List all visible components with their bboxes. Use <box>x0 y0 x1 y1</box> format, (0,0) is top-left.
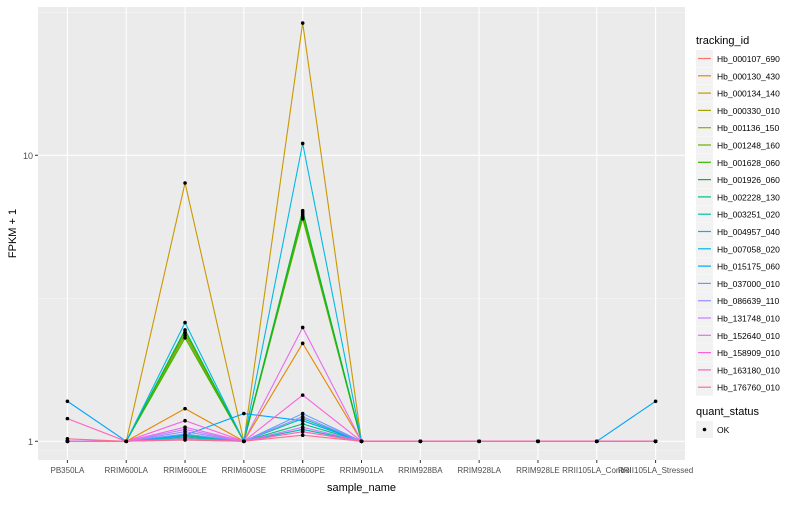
x-tick-label: RRII105LA_Control <box>562 466 632 475</box>
y-axis-title: FPKM + 1 <box>7 209 19 258</box>
data-point <box>300 325 305 330</box>
legend-label: Hb_131748_010 <box>717 314 780 324</box>
legend-label: Hb_158909_010 <box>717 348 780 358</box>
data-point <box>300 393 305 397</box>
legend-shape-title: quant_status <box>696 406 759 418</box>
legend-label: Hb_001248_160 <box>717 141 780 151</box>
data-point <box>300 208 305 213</box>
data-point <box>183 406 187 411</box>
x-tick-label: RRIM600LE <box>163 466 207 475</box>
x-tick-label: RRII105LA_Stressed <box>618 466 693 475</box>
x-tick-label: RRIM600SE <box>222 466 266 475</box>
data-point <box>65 439 70 444</box>
data-point <box>300 418 305 423</box>
data-point <box>300 341 305 346</box>
y-tick-label: 1 <box>28 437 33 447</box>
legend-label: Hb_176760_010 <box>717 383 780 393</box>
x-axis-title: sample_name <box>327 482 396 494</box>
x-tick-label: PB350LA <box>51 466 85 475</box>
legend-label: Hb_007058_020 <box>717 244 780 254</box>
data-point <box>653 399 658 404</box>
data-point <box>124 439 129 444</box>
data-point <box>653 439 658 444</box>
data-point <box>300 21 305 25</box>
legend-label: Hb_004957_040 <box>717 227 780 237</box>
x-tick-label: RRIM928LA <box>457 466 501 475</box>
legend-label: OK <box>717 425 730 435</box>
y-tick-label: 10 <box>23 151 33 161</box>
x-tick-label: RRIM928BA <box>398 466 443 475</box>
data-point <box>65 416 70 421</box>
data-point <box>183 425 187 429</box>
legend-label: Hb_086639_110 <box>717 296 780 306</box>
legend-label: Hb_001926_060 <box>717 175 780 185</box>
data-point <box>183 418 187 423</box>
x-tick-label: RRIM901LA <box>340 466 384 475</box>
legend-label: Hb_000107_690 <box>717 54 780 64</box>
data-point <box>183 333 187 337</box>
data-point <box>300 422 305 426</box>
x-tick-label: RRIM600PE <box>280 466 324 475</box>
data-point <box>536 439 540 444</box>
data-point <box>183 181 187 185</box>
data-point <box>183 336 187 340</box>
data-point <box>300 411 305 416</box>
data-point <box>183 320 187 325</box>
data-point <box>594 439 599 444</box>
legend-label: Hb_001136_150 <box>717 123 780 133</box>
data-point <box>300 433 305 438</box>
legend-label: Hb_002228_130 <box>717 192 780 202</box>
legend-label: Hb_000130_430 <box>717 71 780 81</box>
legend-label: Hb_003251_020 <box>717 210 780 220</box>
legend-label: Hb_001628_060 <box>717 158 780 168</box>
legend-color-title: tracking_id <box>696 35 749 47</box>
data-point <box>183 438 187 442</box>
legend-label: Hb_000330_010 <box>717 106 780 116</box>
legend-label: Hb_000134_140 <box>717 89 780 99</box>
legend-point <box>702 427 707 432</box>
data-point <box>183 328 187 332</box>
data-point <box>183 330 187 335</box>
legend-label: Hb_015175_060 <box>717 262 780 272</box>
x-tick-label: RRIM600LA <box>104 466 148 475</box>
legend-label: Hb_037000_010 <box>717 279 780 289</box>
data-point <box>300 141 305 146</box>
data-point <box>242 411 246 416</box>
data-point <box>300 414 305 419</box>
data-point <box>477 439 481 444</box>
data-point <box>359 439 364 444</box>
legend-label: Hb_152640_010 <box>717 331 780 341</box>
data-point <box>300 214 305 219</box>
data-point <box>300 425 305 429</box>
legend-label: Hb_163180_010 <box>717 365 780 375</box>
data-point <box>242 439 246 444</box>
x-tick-label: RRIM928LE <box>516 466 560 475</box>
data-point <box>418 439 423 444</box>
data-point <box>65 399 70 404</box>
data-point <box>65 437 70 441</box>
data-point <box>300 429 305 434</box>
